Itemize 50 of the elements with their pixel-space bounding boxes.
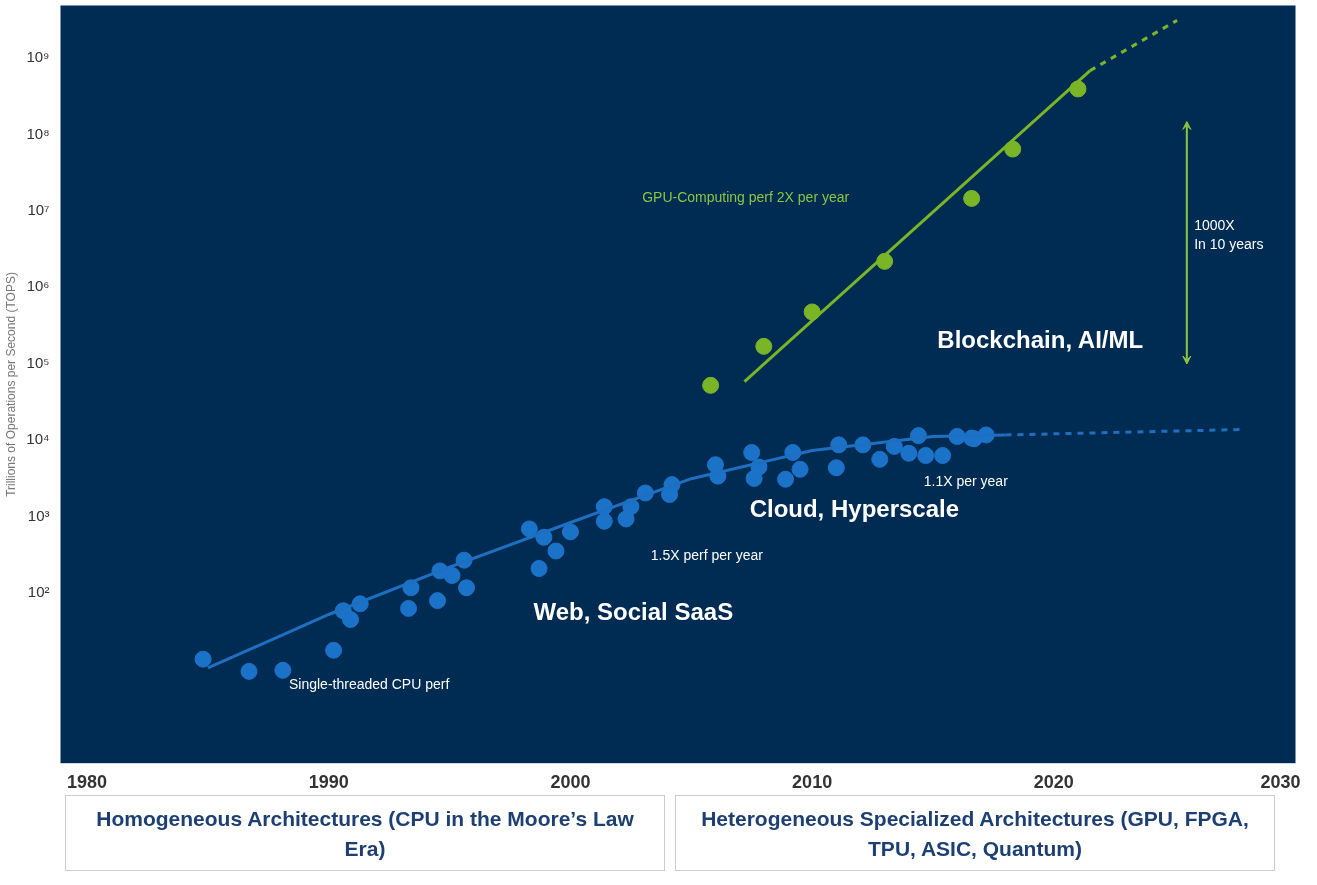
y-tick-label: 10⁹ [26,48,50,66]
point [743,443,761,461]
x-tick-label: 2010 [792,771,833,792]
point [871,450,889,468]
point [900,444,918,462]
point [520,520,538,538]
y-tick-label: 10² [27,583,50,600]
point [530,560,548,577]
point [194,650,212,668]
x-tick-label: 2030 [1260,771,1301,792]
point [342,611,360,628]
point [791,460,809,478]
text: Homogeneous Architectures (CPU in the Moore’s Law Era) [95,806,635,862]
x-tick-label: 2020 [1033,771,1074,792]
point [755,337,773,355]
y-tick-label: 10⁸ [26,124,50,142]
annotation: 1.5X perf per year [650,547,764,564]
point [547,542,565,560]
annotation: 1000X In 10 years [1194,216,1264,253]
annotation: Blockchain, AI/ML [937,326,1144,354]
x-tick-label: 1980 [67,771,108,792]
annotation: Cloud, Hyperscale [749,494,960,522]
text: Heterogeneous Specialized Architectures (GPU, FPGA, TPU, ASIC, Quantum) [700,806,1250,862]
point [443,567,461,584]
point [702,376,720,394]
point [240,662,258,680]
x-tick-label: 2000 [550,771,591,792]
y-axis-title: Trillions of Operations per Second (TOPS) [4,272,19,497]
annotation: Web, Social SaaS [533,598,734,626]
y-tick-label: 10⁴ [26,430,50,448]
point [917,447,935,465]
annotation: GPU-Computing perf 2X per year [642,189,850,206]
point [400,599,418,617]
annotation: 1.1X per year [923,472,1009,489]
y-tick-label: 10⁶ [26,277,50,295]
y-tick-label: 10³ [27,506,50,524]
point [777,470,795,488]
point [934,447,952,465]
y-tick-label: 10⁷ [27,201,50,219]
point [429,592,447,610]
point [274,661,292,679]
x-tick-label: 1990 [308,771,349,792]
point [595,512,613,530]
point [561,523,579,541]
point [325,641,343,659]
point [458,579,476,597]
point [827,459,845,477]
y-tick-label: 10⁵ [26,353,50,371]
annotation: Single-threaded CPU perf [288,675,450,692]
point [963,189,981,207]
